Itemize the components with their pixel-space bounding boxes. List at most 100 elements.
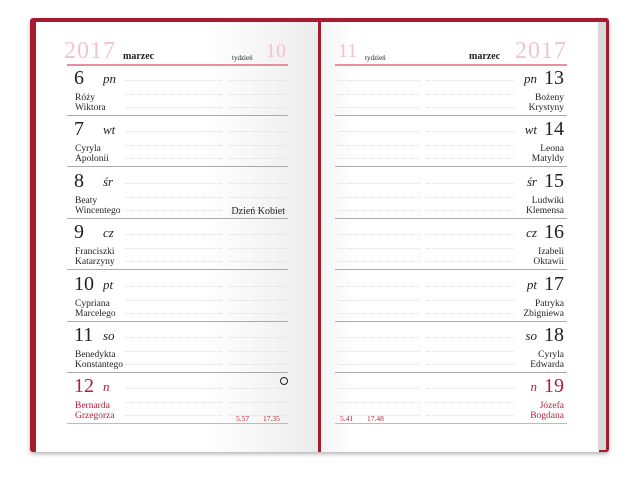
writing-line (229, 248, 288, 250)
writing-line (427, 402, 513, 404)
name-day: Wincentego (75, 205, 121, 216)
writing-line (427, 388, 513, 390)
writing-line (427, 337, 513, 338)
writing-line (229, 415, 288, 417)
year-watermark: 2017 (515, 38, 567, 64)
name-day: Grzegorza (75, 411, 115, 422)
writing-line (338, 337, 420, 338)
name-day: Cypriana (75, 298, 110, 309)
writing-line (125, 131, 222, 133)
writing-line (338, 158, 420, 160)
day-name: cz (526, 225, 537, 241)
writing-line (125, 337, 222, 338)
month-label: marzec (123, 51, 155, 62)
writing-line (125, 248, 222, 250)
writing-line (229, 351, 288, 352)
writing-line (338, 351, 420, 352)
day-name: pn (103, 71, 116, 86)
writing-line (229, 402, 288, 404)
writing-line (427, 107, 513, 108)
holiday-label: Dzień Kobiet (231, 205, 285, 217)
name-day: Beaty (75, 195, 98, 206)
day-name: so (103, 328, 115, 343)
writing-line (338, 182, 420, 184)
day-separator (335, 269, 567, 271)
writing-line (125, 261, 222, 263)
name-day: Józefa (539, 401, 564, 412)
writing-line (338, 94, 420, 95)
week-label: tydzień (365, 54, 386, 62)
day-separator (335, 372, 567, 373)
writing-line (125, 209, 222, 211)
writing-line (338, 248, 420, 250)
left-page (36, 22, 318, 452)
name-day: Matyldy (531, 154, 564, 165)
name-day: Franciszki (75, 247, 115, 258)
day-number: 15 (544, 169, 564, 192)
writing-line (338, 107, 420, 108)
day-number: 16 (544, 221, 564, 244)
writing-line (427, 351, 513, 352)
month-label: marzec (469, 51, 501, 62)
day-number: 19 (544, 375, 564, 398)
writing-line (338, 234, 420, 236)
day-number: 9 (74, 221, 84, 244)
day-number: 7 (74, 118, 84, 141)
name-day: Konstantego (75, 360, 124, 370)
writing-line (427, 131, 513, 133)
day-name: śr (526, 173, 537, 189)
day-separator (335, 166, 567, 168)
writing-line (427, 285, 513, 287)
name-day: Wiktora (75, 103, 106, 113)
writing-line (427, 248, 513, 250)
writing-line (229, 285, 288, 287)
writing-line (125, 388, 222, 390)
name-day: Klemensa (526, 205, 564, 216)
week-number-watermark: 11 (338, 40, 358, 62)
writing-line (125, 415, 222, 417)
writing-line (229, 158, 288, 160)
day-name: śr (103, 173, 114, 189)
day-separator (67, 217, 288, 219)
name-day: Krystyny (528, 103, 564, 113)
writing-line (125, 182, 222, 184)
day-separator (67, 166, 288, 168)
writing-line (229, 107, 288, 108)
writing-line (338, 299, 420, 301)
name-day: Katarzyny (75, 257, 115, 268)
writing-line (229, 145, 288, 147)
week-label: tydzień (232, 54, 253, 62)
writing-line (125, 107, 222, 108)
sunrise-time: 5.57 (236, 414, 250, 424)
writing-line (125, 94, 222, 95)
writing-line (125, 285, 222, 287)
writing-line (229, 209, 288, 211)
writing-line (338, 285, 420, 287)
writing-line (427, 299, 513, 301)
header-line (335, 64, 567, 66)
writing-line (125, 364, 222, 365)
day-separator (67, 320, 288, 322)
writing-line (338, 196, 420, 198)
name-day: Patryka (534, 298, 564, 309)
day-name: n (530, 379, 538, 395)
day-number: 8 (74, 169, 84, 192)
day-separator (67, 423, 288, 425)
full-moon-icon (280, 377, 288, 386)
name-day: Leona (540, 144, 564, 155)
name-day: Marcelego (75, 308, 116, 319)
writing-line (125, 196, 222, 198)
writing-line (229, 131, 288, 133)
writing-line (338, 364, 420, 365)
writing-line (427, 261, 513, 263)
writing-line (125, 312, 222, 314)
writing-line (229, 364, 288, 365)
writing-line (229, 388, 288, 390)
day-name: cz (103, 225, 114, 241)
writing-line (427, 94, 513, 95)
writing-line (125, 80, 222, 81)
day-name: wt (103, 122, 116, 138)
writing-line (125, 402, 222, 404)
writing-line (125, 158, 222, 160)
writing-line (338, 402, 420, 404)
